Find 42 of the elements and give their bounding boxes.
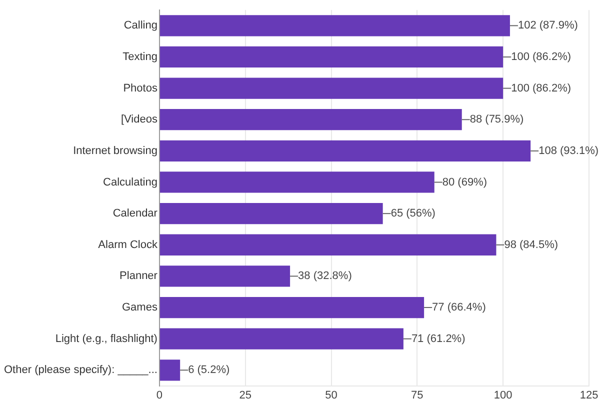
y-tick-label: Calling [124,20,158,32]
y-tick-label: Calendar [112,208,158,220]
bar [160,360,180,381]
data-label: 102 (87.9%) [518,20,578,32]
y-tick-label: Calculating [103,176,158,188]
data-label: 80 (69%) [442,176,488,188]
bar [160,266,290,287]
bar [160,109,462,130]
bar [160,202,383,224]
data-label: 38 (32.8%) [298,270,352,282]
y-tick-label: Alarm Clock [98,238,158,251]
bar [160,328,404,350]
bar [160,46,504,68]
data-label: 77 (66.4%) [432,302,486,314]
y-tick-label: [Videos [120,114,158,126]
y-tick-label: Games [122,302,158,314]
x-tick-label: 25 [239,389,252,402]
bar [160,172,434,193]
y-tick-label: Light (e.g., flashlight) [55,332,158,345]
data-label: 65 (56%) [390,208,436,220]
bar [160,234,496,256]
data-label: 71 (61.2%) [411,332,466,345]
y-tick-label: Planner [120,270,158,282]
data-label: 108 (93.1%) [538,144,599,157]
data-label: 6 (5.2%) [188,364,230,376]
bar [160,78,504,99]
x-tick-label: 125 [580,389,598,402]
y-tick-label: Other (please specify): _____... [4,364,158,376]
x-tick-label: 50 [325,389,338,402]
data-label: 100 (86.2%) [511,51,572,64]
bar [160,296,424,318]
x-tick-label: 0 [156,389,163,402]
data-label: 98 (84.5%) [504,238,558,251]
data-label: 100 (86.2%) [511,82,572,94]
x-tick-label: 75 [411,389,424,402]
y-tick-label: Texting [122,51,158,64]
y-tick-label: Photos [123,82,158,94]
bar [160,15,510,36]
bar [160,140,531,162]
x-tick-label: 100 [494,389,512,402]
y-tick-label: Internet browsing [73,144,158,157]
data-label: 88 (75.9%) [470,114,524,126]
